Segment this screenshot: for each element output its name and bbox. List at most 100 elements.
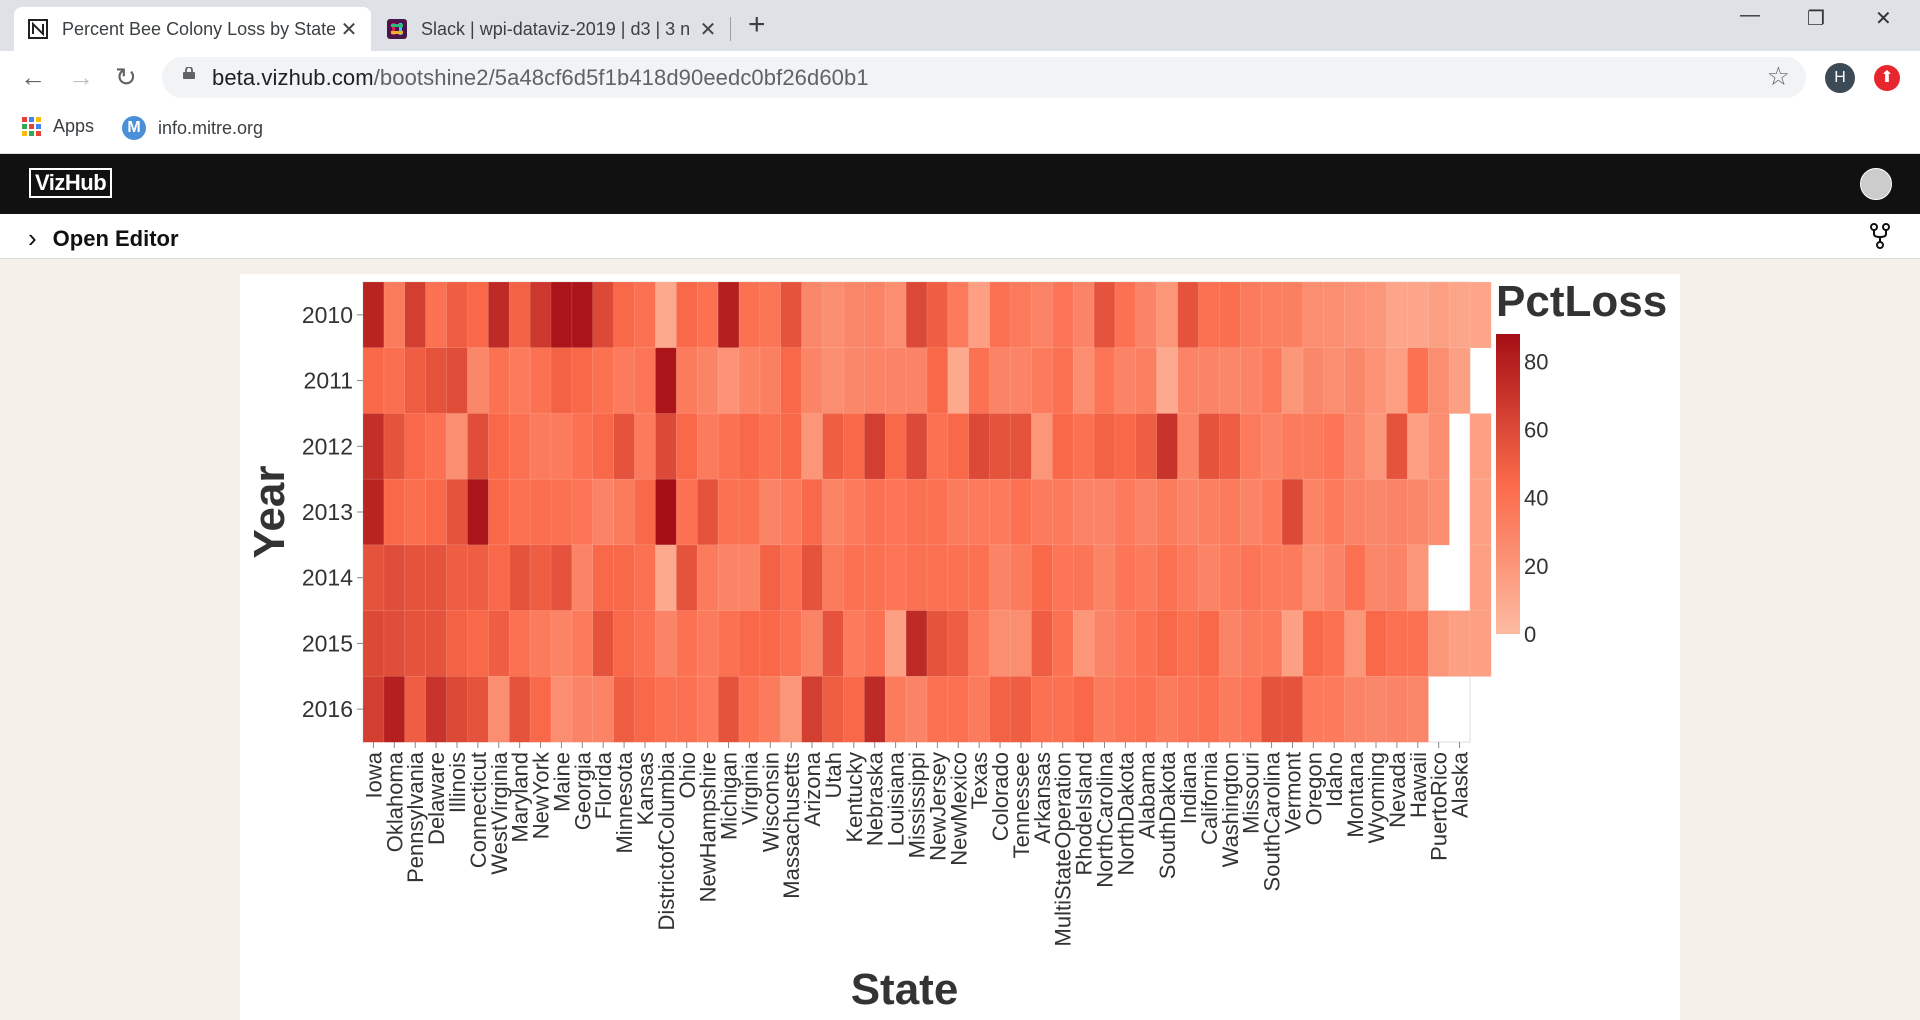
- heatmap-cell: [676, 478, 698, 546]
- lock-icon: [183, 67, 195, 79]
- chart-card: 2010 2011 2012 2013 2014 2015 2016 Iowa Oklahoma…: [240, 274, 1680, 1020]
- user-avatar[interactable]: [1860, 168, 1892, 200]
- x-tick-label: Arizona: [800, 751, 825, 826]
- y-tick-label: 2016: [302, 696, 353, 722]
- heatmap-cell: [529, 610, 552, 677]
- heatmap-cell: [425, 610, 448, 677]
- heatmap-cell: [1198, 676, 1220, 743]
- tab-bee-colony[interactable]: Percent Bee Colony Loss by State ✕: [14, 7, 371, 51]
- heatmap-cell: [404, 676, 427, 743]
- close-window-icon[interactable]: ✕: [1875, 8, 1892, 30]
- heatmap-cell: [1365, 478, 1388, 546]
- heatmap-cell: [1093, 610, 1116, 677]
- heatmap-cell: [1114, 281, 1137, 349]
- heatmap-cell: [467, 281, 489, 349]
- heatmap-cell: [1427, 478, 1450, 546]
- open-editor-button[interactable]: › Open Editor: [28, 223, 179, 254]
- x-tick-label: Alaska: [1448, 751, 1473, 818]
- heatmap-cell: [1323, 281, 1346, 349]
- new-tab-icon[interactable]: +: [748, 8, 766, 41]
- bookmark-mitre[interactable]: M info.mitre.org: [122, 116, 263, 140]
- heatmap-cell: [529, 281, 552, 349]
- heatmap-cell: [1260, 676, 1283, 743]
- heatmap-cell: [1302, 281, 1325, 349]
- heatmap-cell: [571, 478, 594, 546]
- y-tick-label: 2013: [302, 499, 353, 525]
- heatmap-cell: [1386, 347, 1408, 414]
- heatmap-cell: [1302, 544, 1325, 612]
- heatmap-cell: [717, 676, 740, 743]
- back-icon[interactable]: ←: [20, 62, 46, 92]
- reload-icon[interactable]: ↻: [115, 62, 137, 92]
- heatmap-cell: [613, 610, 636, 677]
- heatmap-cell: [738, 610, 761, 677]
- heatmap-cell: [1386, 281, 1408, 349]
- heatmap-cell: [1135, 544, 1158, 612]
- heatmap-cell: [968, 413, 991, 480]
- heatmap-cell: [968, 676, 991, 743]
- heatmap-cell: [446, 478, 468, 546]
- x-tick-label: Washington: [1218, 752, 1243, 867]
- heatmap-cell: [884, 478, 907, 546]
- heatmap-cell: [738, 281, 761, 349]
- heatmap-cell: [1407, 610, 1429, 677]
- heatmap-cell: [1260, 413, 1283, 480]
- heatmap-cell: [1323, 610, 1346, 677]
- legend-title: PctLoss: [1496, 277, 1667, 326]
- heatmap-cell: [968, 347, 991, 414]
- y-axis-title: Year: [245, 466, 294, 559]
- heatmap-cell: [1365, 610, 1388, 677]
- close-tab-icon[interactable]: ✕: [699, 18, 717, 41]
- forward-icon[interactable]: →: [68, 62, 94, 92]
- heatmap-cell: [1448, 347, 1471, 414]
- heatmap-cell: [1427, 347, 1450, 414]
- tab-slack[interactable]: Slack | wpi-dataviz-2019 | d3 | 3 n ✕: [373, 7, 730, 51]
- vizhub-logo[interactable]: VizHub: [29, 168, 113, 198]
- heatmap-cell: [968, 478, 991, 546]
- heatmap-cell: [947, 610, 970, 677]
- heatmap-cell: [822, 478, 844, 546]
- minimize-icon[interactable]: —: [1740, 4, 1760, 26]
- heatmap-cell: [634, 544, 656, 612]
- heatmap-cell: [592, 610, 615, 677]
- heatmap-cell: [1177, 544, 1200, 612]
- heatmap-cell: [968, 544, 991, 612]
- update-arrow-icon[interactable]: ⬆: [1874, 65, 1900, 91]
- profile-avatar[interactable]: H: [1825, 63, 1855, 93]
- address-bar[interactable]: beta.vizhub.com/bootshine2/5a48cf6d5f1b4…: [162, 57, 1806, 98]
- heatmap-cell: [1114, 347, 1137, 414]
- url-host: beta.vizhub.com: [212, 65, 374, 90]
- x-tick-label: Kentucky: [842, 752, 867, 843]
- heatmap-cell: [1323, 478, 1346, 546]
- heatmap-cell: [508, 478, 531, 546]
- heatmap-cell: [383, 544, 406, 612]
- heatmap-cell: [488, 347, 510, 414]
- tab-title: Slack | wpi-dataviz-2019 | d3 | 3 n: [421, 18, 691, 39]
- heatmap-cell: [508, 413, 531, 480]
- heatmap-cell: [738, 347, 761, 414]
- heatmap-cell: [1052, 413, 1074, 480]
- heatmap-cell: [634, 610, 656, 677]
- heatmap-cell: [822, 610, 844, 677]
- bookmark-apps[interactable]: Apps: [22, 116, 94, 137]
- close-tab-icon[interactable]: ✕: [340, 18, 358, 41]
- restore-icon[interactable]: ❐: [1807, 8, 1825, 30]
- heatmap-cell: [1469, 610, 1492, 677]
- heatmap-cell: [1031, 676, 1053, 743]
- heatmap-cell: [1198, 478, 1220, 546]
- heatmap-cell: [508, 610, 531, 677]
- heatmap-cell: [1344, 281, 1367, 349]
- heatmap-cell: [1407, 413, 1429, 480]
- heatmap-cell: [1093, 413, 1116, 480]
- heatmap-cell: [1052, 610, 1074, 677]
- heatmap-cell: [1093, 347, 1116, 414]
- fork-icon[interactable]: [1868, 223, 1892, 249]
- browser-toolbar: ← → ↻ beta.vizhub.com/bootshine2/5a48cf6…: [0, 51, 1920, 104]
- heatmap-cell: [362, 281, 385, 349]
- heatmap-cell: [550, 281, 573, 349]
- bookmark-star-icon[interactable]: ☆: [1766, 61, 1790, 91]
- heatmap-cell: [571, 610, 594, 677]
- y-tick-label: 2015: [302, 630, 353, 656]
- heatmap-cell: [1052, 544, 1074, 612]
- heatmap-cell: [1135, 676, 1158, 743]
